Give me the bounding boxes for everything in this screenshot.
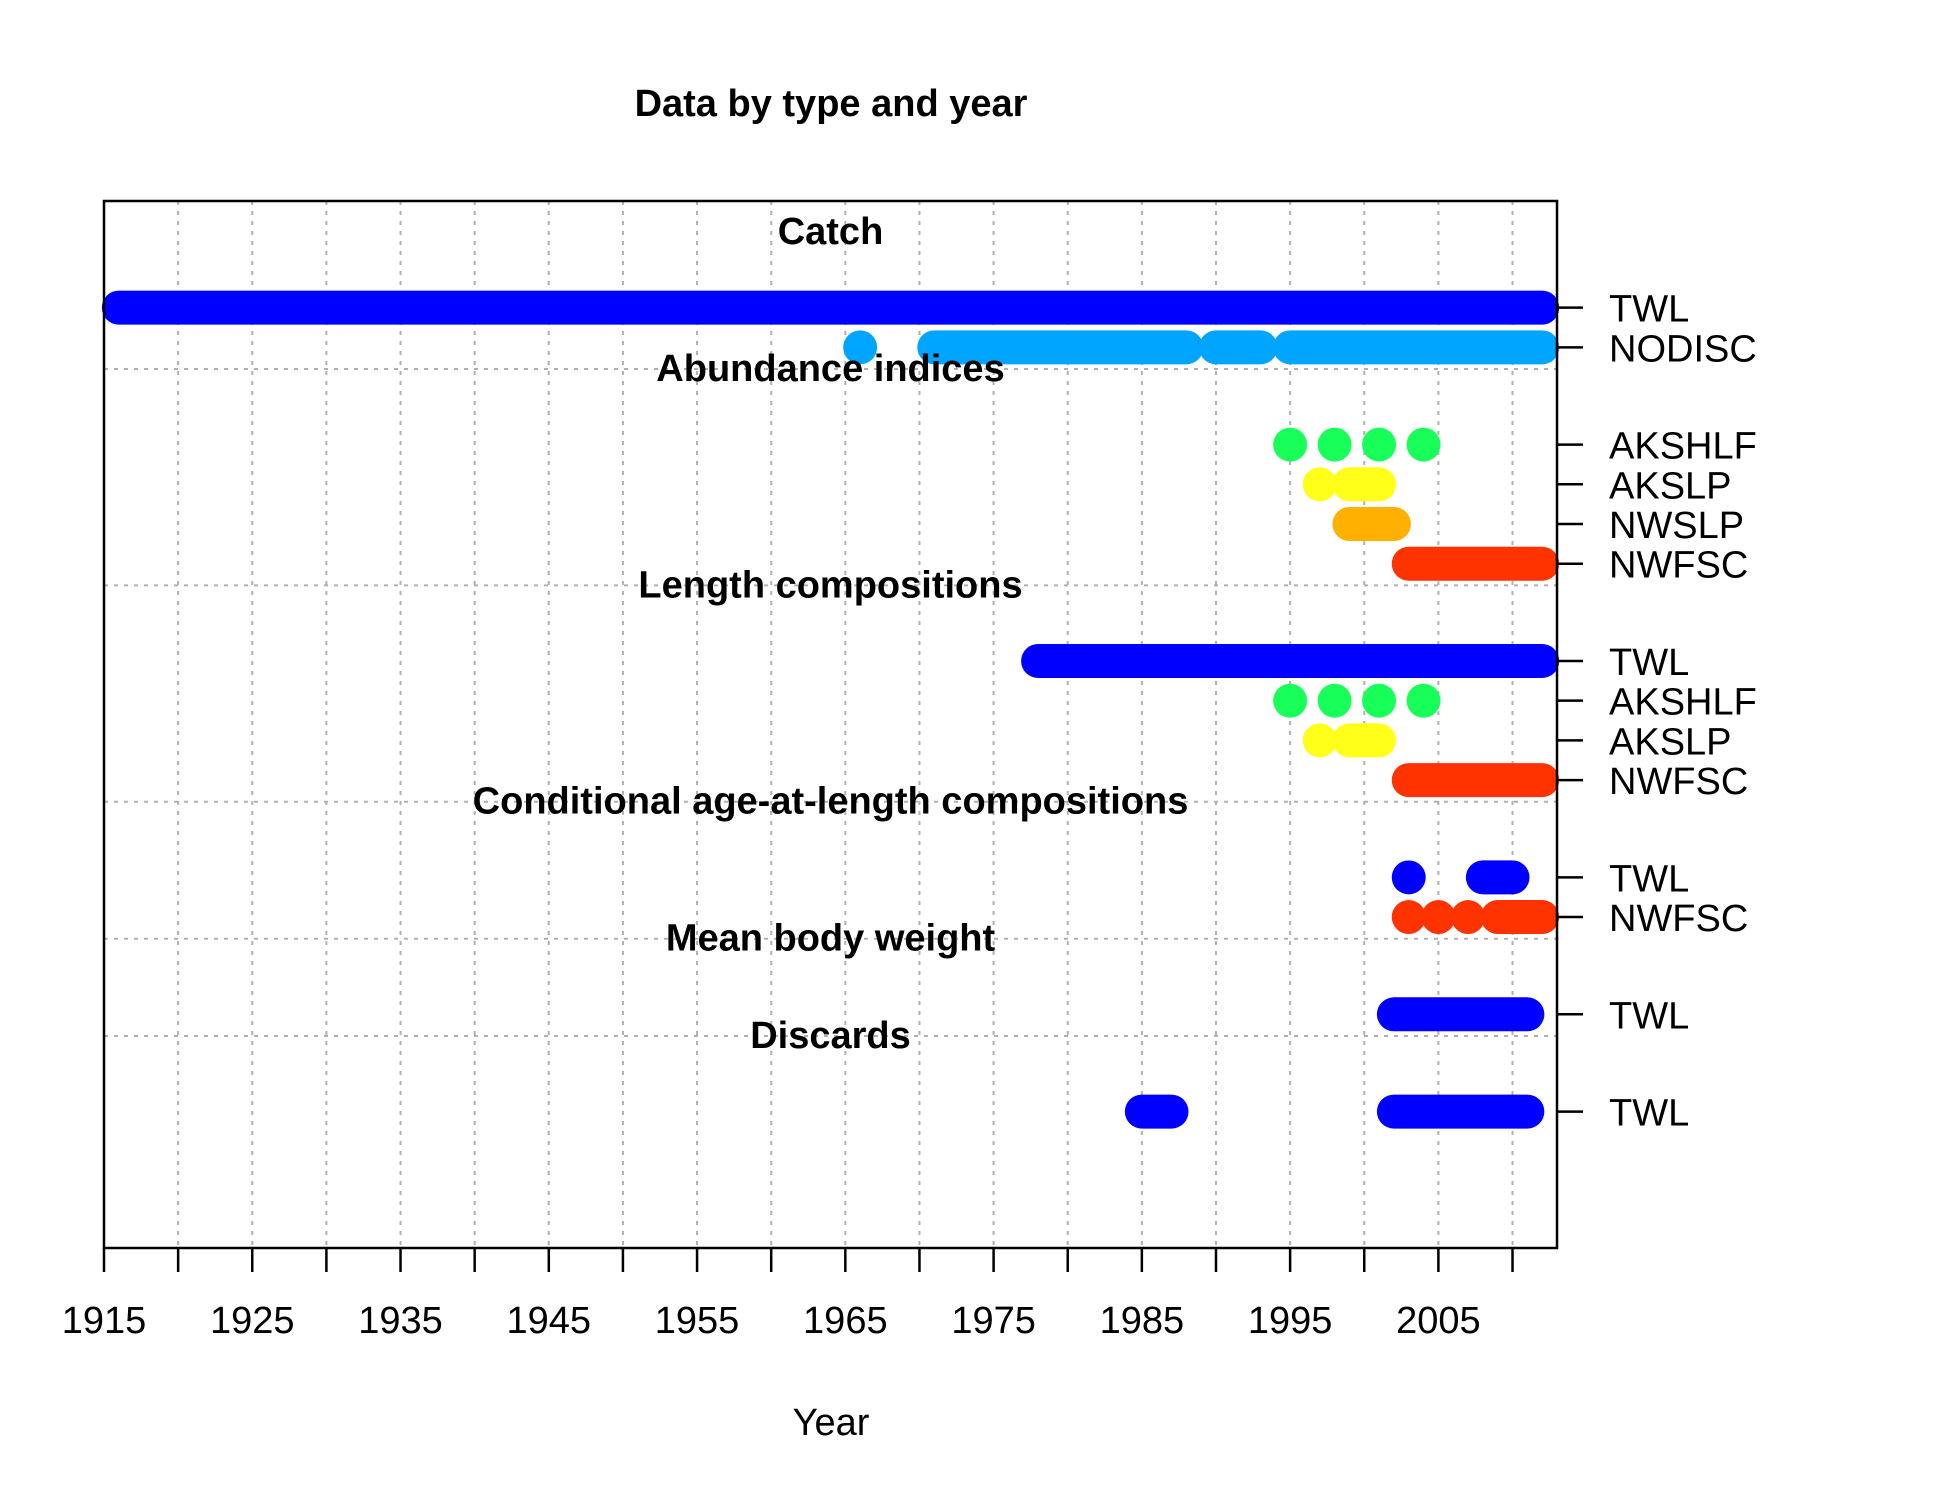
section-label: Length compositions bbox=[638, 564, 1022, 606]
x-tick-label: 1965 bbox=[803, 1300, 888, 1342]
fleet-label: TWL bbox=[1609, 642, 1689, 684]
fleet-axis: TWLNODISCAKSHLFAKSLPNWSLPNWFSCTWLAKSHLFA… bbox=[1557, 289, 1757, 1135]
fleet-label: NWFSC bbox=[1609, 545, 1748, 587]
x-tick-label: 1945 bbox=[507, 1300, 592, 1342]
section-label: Catch bbox=[778, 211, 884, 253]
fleet-label: NODISC bbox=[1609, 328, 1757, 370]
x-tick-label: 1985 bbox=[1100, 1300, 1185, 1342]
section-label: Mean body weight bbox=[666, 918, 996, 960]
x-tick-label: 1925 bbox=[210, 1300, 295, 1342]
fleet-label: TWL bbox=[1609, 289, 1689, 331]
data-bars bbox=[101, 290, 1560, 1129]
grid bbox=[104, 201, 1557, 1248]
fleet-label: NWFSC bbox=[1609, 898, 1748, 940]
fleet-label: AKSHLF bbox=[1609, 426, 1757, 468]
x-tick-label: 1995 bbox=[1248, 1300, 1333, 1342]
fleet-label: AKSHLF bbox=[1609, 682, 1757, 724]
fleet-label: AKSLP bbox=[1609, 465, 1732, 507]
x-tick-label: 1915 bbox=[62, 1300, 147, 1342]
chart-title: Data by type and year bbox=[635, 83, 1028, 125]
fleet-label: NWFSC bbox=[1609, 761, 1748, 803]
fleet-label: NWSLP bbox=[1609, 505, 1744, 547]
fleet-label: TWL bbox=[1609, 858, 1689, 900]
x-axis-title: Year bbox=[793, 1402, 870, 1444]
fleet-label: AKSLP bbox=[1609, 721, 1732, 763]
fleet-label: TWL bbox=[1609, 995, 1689, 1037]
plot-frame bbox=[102, 199, 1559, 1250]
section-label: Discards bbox=[750, 1015, 911, 1057]
fleet-label: TWL bbox=[1609, 1093, 1689, 1135]
x-tick-label: 1935 bbox=[358, 1300, 443, 1342]
section-labels: Catch Abundance indices Length composition… bbox=[473, 211, 1189, 1057]
section-label: Abundance indices bbox=[656, 348, 1004, 390]
x-tick-label: 2005 bbox=[1396, 1300, 1481, 1342]
section-label: Conditional age-at-length compositions bbox=[473, 781, 1189, 823]
x-tick-label: 1975 bbox=[951, 1300, 1036, 1342]
x-tick-label: 1955 bbox=[655, 1300, 740, 1342]
year-axis: 1915 1925 1935 1945 1955 1965 1975 1985 1995 2005 bbox=[62, 1248, 1514, 1342]
